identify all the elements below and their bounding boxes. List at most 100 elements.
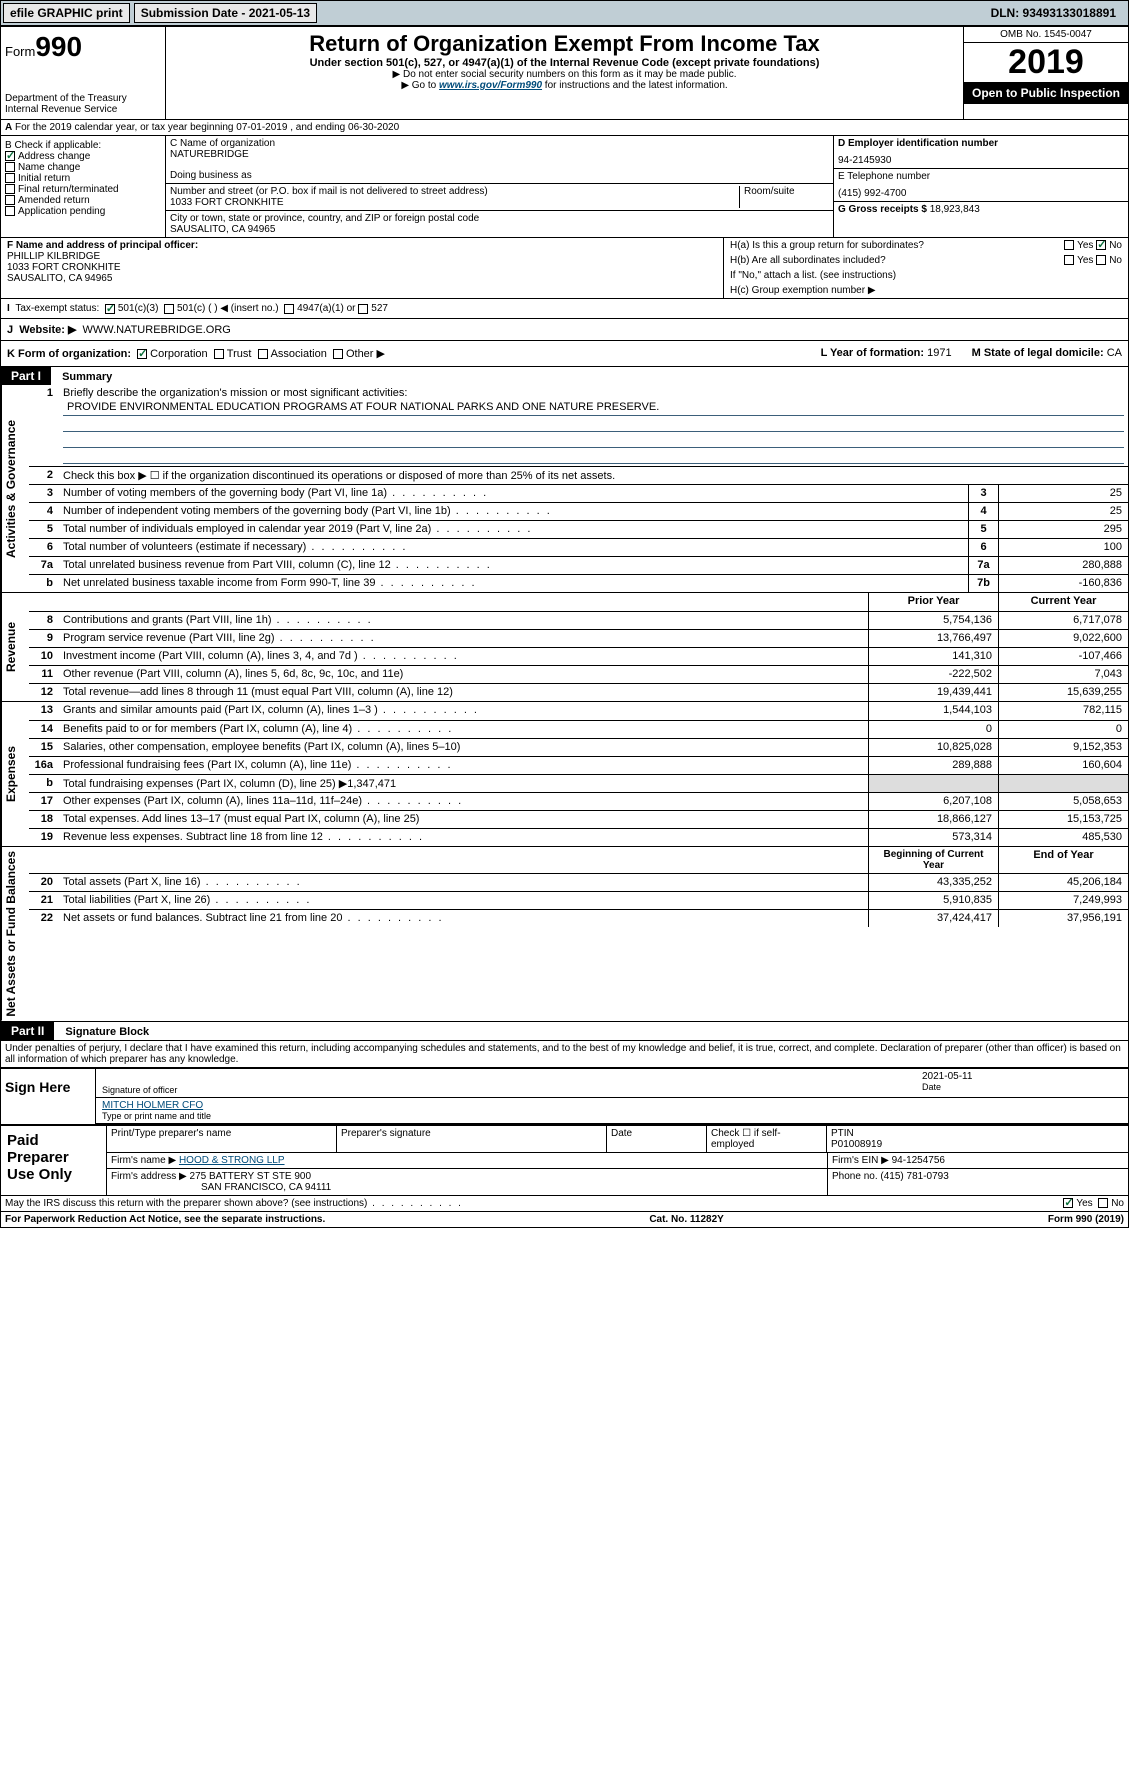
line15-prior: 10,825,028: [868, 739, 998, 756]
goto-note: ▶ Go to www.irs.gov/Form990 for instruct…: [176, 80, 953, 91]
netassets-section: Net Assets or Fund Balances Beginning of…: [1, 846, 1128, 1021]
line4-text: Number of independent voting members of …: [59, 503, 968, 520]
row-j: J Website: ▶ WWW.NATUREBRIDGE.ORG: [1, 318, 1128, 340]
officer-label: F Name and address of principal officer:: [7, 240, 198, 251]
firm-addr1: 275 BATTERY ST STE 900: [190, 1171, 312, 1182]
form-subtitle: Under section 501(c), 527, or 4947(a)(1)…: [176, 57, 953, 69]
ha-no-checkbox[interactable]: [1096, 240, 1106, 250]
col-f: F Name and address of principal officer:…: [1, 238, 723, 298]
year-formation: 1971: [927, 347, 951, 359]
firm-ein-label: Firm's EIN ▶: [832, 1155, 889, 1166]
ssn-note: ▶ Do not enter social security numbers o…: [176, 69, 953, 80]
line12-prior: 19,439,441: [868, 684, 998, 701]
line20-text: Total assets (Part X, line 16): [59, 874, 868, 891]
firm-ein: 94-1254756: [892, 1155, 945, 1166]
line11-text: Other revenue (Part VIII, column (A), li…: [59, 666, 868, 683]
corp-checkbox[interactable]: [137, 349, 147, 359]
website-label: Website: ▶: [19, 324, 76, 336]
line16b-text: Total fundraising expenses (Part IX, col…: [59, 775, 868, 792]
line10-prior: 141,310: [868, 648, 998, 665]
line11-curr: 7,043: [998, 666, 1128, 683]
box-b-label: B Check if applicable:: [5, 140, 161, 151]
omb-number: OMB No. 1545-0047: [964, 27, 1128, 43]
officer-typed-name[interactable]: MITCH HOLMER CFO: [102, 1100, 203, 1111]
box-b-row: B Check if applicable: Address change Na…: [1, 136, 1128, 237]
line7a-val: 280,888: [998, 557, 1128, 574]
line6-text: Total number of volunteers (estimate if …: [59, 539, 968, 556]
website-url: WWW.NATUREBRIDGE.ORG: [83, 324, 231, 336]
discuss-yes-checkbox[interactable]: [1063, 1198, 1073, 1208]
line20-prior: 43,335,252: [868, 874, 998, 891]
street-label: Number and street (or P.O. box if mail i…: [170, 186, 739, 197]
501c3-checkbox[interactable]: [105, 304, 115, 314]
netassets-vlabel: Net Assets or Fund Balances: [1, 847, 29, 1021]
gross-receipts: 18,923,843: [930, 204, 980, 215]
cat-no: Cat. No. 11282Y: [649, 1214, 723, 1225]
tax-year: 2019: [964, 43, 1128, 82]
hb-no-checkbox[interactable]: [1096, 255, 1106, 265]
line22-text: Net assets or fund balances. Subtract li…: [59, 910, 868, 927]
mission-text: PROVIDE ENVIRONMENTAL EDUCATION PROGRAMS…: [63, 399, 1124, 416]
firm-addr2: SAN FRANCISCO, CA 94111: [201, 1182, 331, 1193]
initial-return-checkbox[interactable]: [5, 173, 15, 183]
final-return-checkbox[interactable]: [5, 184, 15, 194]
line19-prior: 573,314: [868, 829, 998, 846]
line13-prior: 1,544,103: [868, 702, 998, 720]
room-label: Room/suite: [739, 186, 829, 208]
efile-print[interactable]: efile GRAPHIC print: [3, 3, 130, 23]
line10-text: Investment income (Part VIII, column (A)…: [59, 648, 868, 665]
line9-curr: 9,022,600: [998, 630, 1128, 647]
527-checkbox[interactable]: [358, 304, 368, 314]
other-checkbox[interactable]: [333, 349, 343, 359]
ein-label: D Employer identification number: [838, 138, 998, 149]
hb-yes-checkbox[interactable]: [1064, 255, 1074, 265]
firm-name[interactable]: HOOD & STRONG LLP: [179, 1155, 285, 1166]
sign-here-label: Sign Here: [1, 1069, 96, 1124]
ein: 94-2145930: [838, 155, 1124, 166]
trust-checkbox[interactable]: [214, 349, 224, 359]
discuss-no-checkbox[interactable]: [1098, 1198, 1108, 1208]
phone-label: E Telephone number: [838, 171, 1124, 182]
expenses-vlabel: Expenses: [1, 702, 29, 846]
line18-curr: 15,153,725: [998, 811, 1128, 828]
city-label: City or town, state or province, country…: [170, 213, 829, 224]
501c-checkbox[interactable]: [164, 304, 174, 314]
part1-label: Part I: [1, 367, 51, 385]
end-year-hdr: End of Year: [998, 847, 1128, 873]
line3-text: Number of voting members of the governin…: [59, 485, 968, 502]
line15-text: Salaries, other compensation, employee b…: [59, 739, 868, 756]
discuss-text: May the IRS discuss this return with the…: [5, 1198, 463, 1209]
beg-year-hdr: Beginning of Current Year: [868, 847, 998, 873]
line8-curr: 6,717,078: [998, 612, 1128, 629]
4947-checkbox[interactable]: [284, 304, 294, 314]
revenue-vlabel: Revenue: [1, 593, 29, 701]
sig-date-label: Date: [922, 1082, 1122, 1092]
part2-title: Signature Block: [57, 1024, 157, 1040]
irs-form990-link[interactable]: www.irs.gov/Form990: [439, 80, 542, 91]
year-formation-label: L Year of formation:: [821, 347, 925, 359]
application-pending-checkbox[interactable]: [5, 206, 15, 216]
sign-here-section: Sign Here Signature of officer 2021-05-1…: [1, 1067, 1128, 1124]
line6-val: 100: [998, 539, 1128, 556]
hb-label: H(b) Are all subordinates included?: [730, 255, 886, 266]
line7b-val: -160,836: [998, 575, 1128, 592]
footer-row: For Paperwork Reduction Act Notice, see …: [1, 1211, 1128, 1227]
prep-date-hdr: Date: [607, 1126, 707, 1152]
open-inspection: Open to Public Inspection: [964, 82, 1128, 104]
row-a: A For the 2019 calendar year, or tax yea…: [1, 120, 1128, 136]
address-change-checkbox[interactable]: [5, 151, 15, 161]
prep-selfemp-hdr: Check ☐ if self-employed: [707, 1126, 827, 1152]
domicile: CA: [1107, 347, 1122, 359]
form-header: Form990 Department of the Treasury Inter…: [1, 27, 1128, 120]
officer-city: SAUSALITO, CA 94965: [7, 273, 717, 284]
ha-label: H(a) Is this a group return for subordin…: [730, 240, 924, 251]
line19-curr: 485,530: [998, 829, 1128, 846]
line11-prior: -222,502: [868, 666, 998, 683]
line12-curr: 15,639,255: [998, 684, 1128, 701]
line7b-text: Net unrelated business taxable income fr…: [59, 575, 968, 592]
amended-checkbox[interactable]: [5, 195, 15, 205]
part1-title: Summary: [54, 369, 120, 385]
name-change-checkbox[interactable]: [5, 162, 15, 172]
assoc-checkbox[interactable]: [258, 349, 268, 359]
ha-yes-checkbox[interactable]: [1064, 240, 1074, 250]
